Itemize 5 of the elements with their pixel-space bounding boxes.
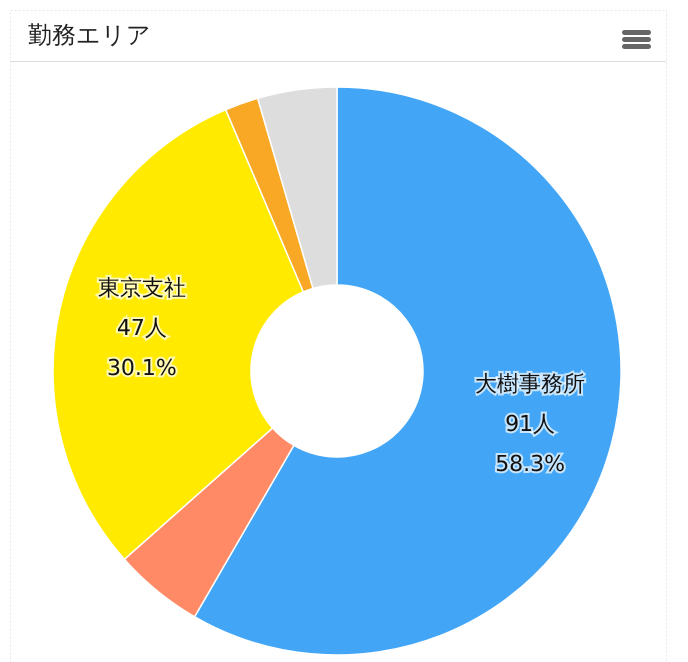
slice-label: 東京支社 bbox=[98, 276, 186, 302]
data-label: 47人 30.1% bbox=[106, 316, 177, 382]
data-label: 91人 58.3% bbox=[495, 412, 566, 477]
slice-label: 大樹事務所 bbox=[475, 372, 586, 397]
chart-title: 勤務エリア bbox=[28, 21, 151, 49]
